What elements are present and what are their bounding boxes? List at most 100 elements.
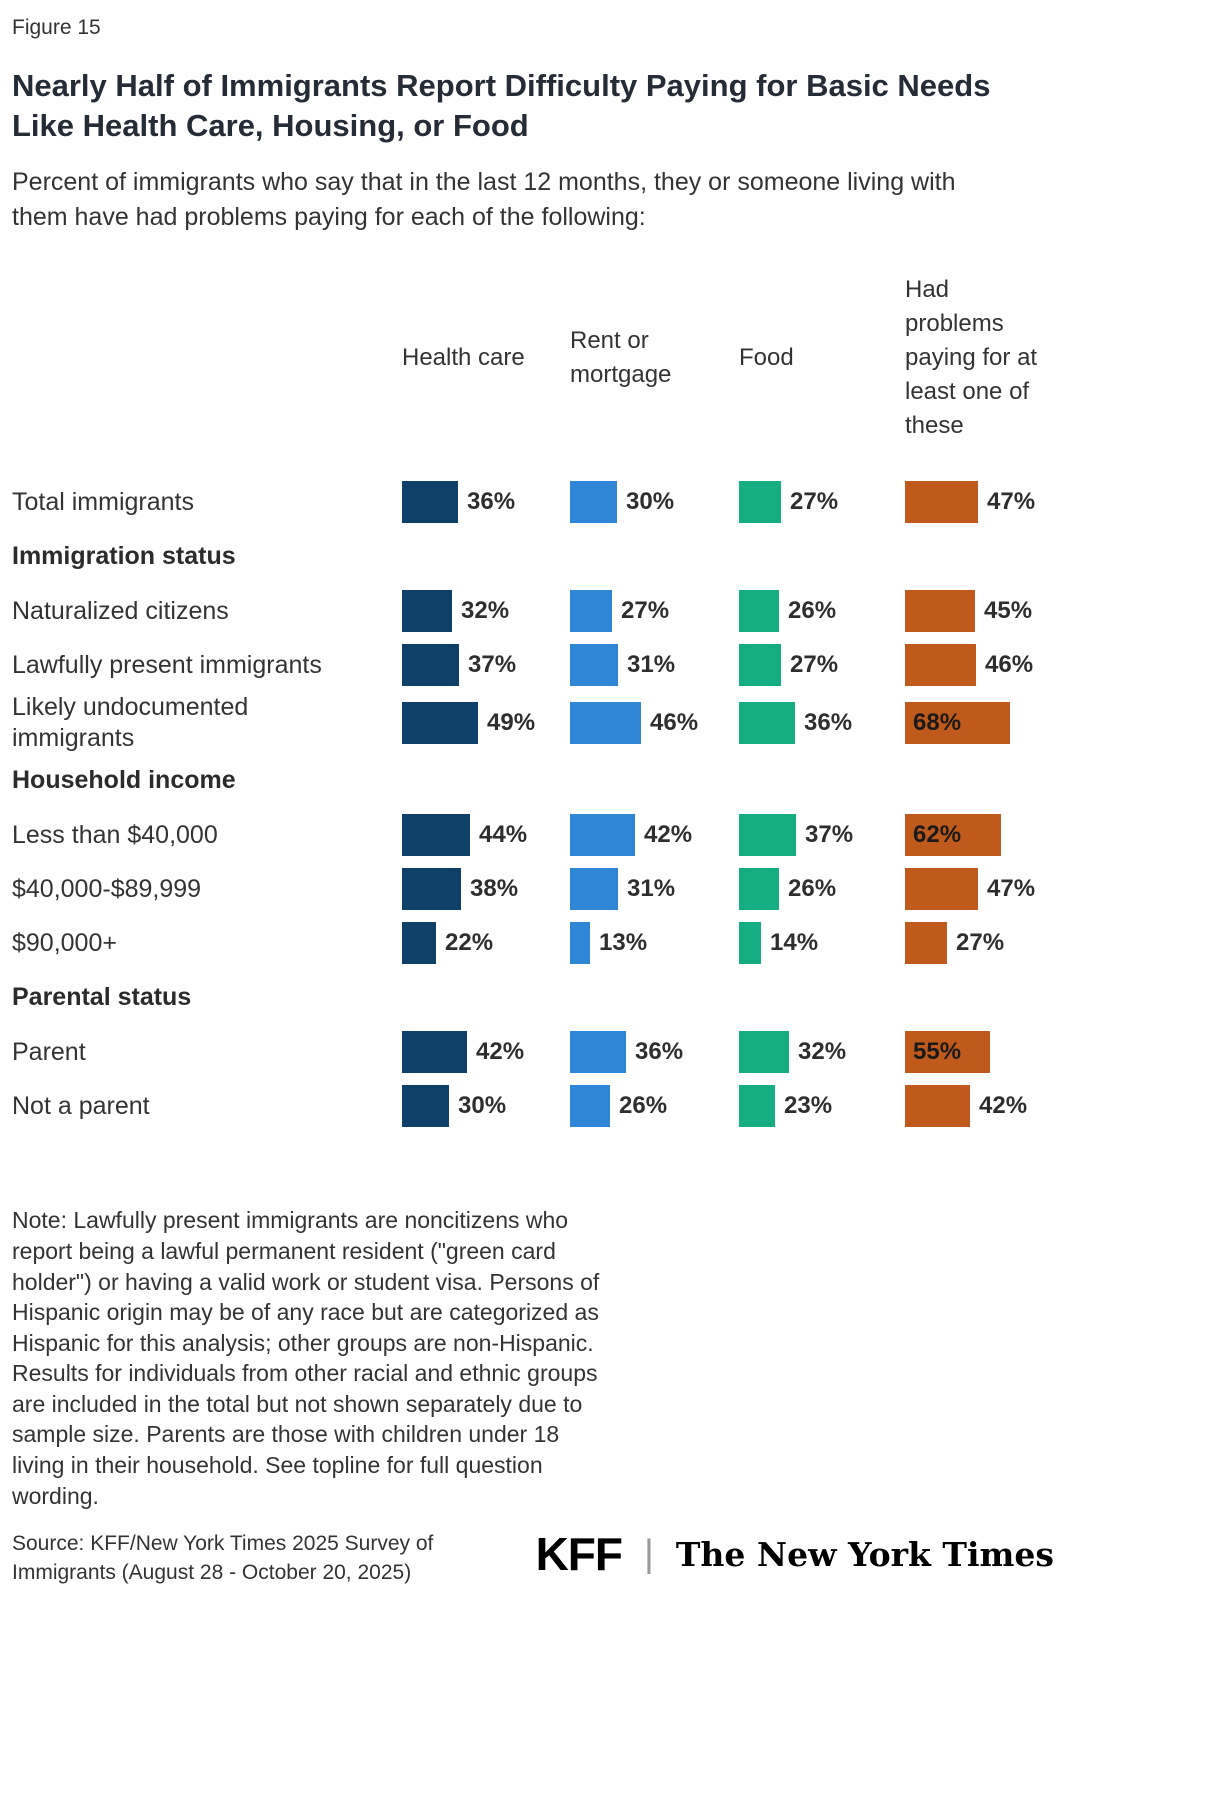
- bar-value-label: 46%: [985, 651, 1034, 679]
- bar-rent-or-mortgage: [570, 590, 612, 633]
- bar-cell: 30%: [402, 1079, 570, 1133]
- bar-cell: 32%: [739, 1025, 905, 1079]
- bar-value-label: 68%: [913, 708, 962, 736]
- bar-value-label: 26%: [619, 1092, 668, 1120]
- chart-row-total-immigrants: Total immigrants 36% 30% 27% 47%: [12, 475, 1204, 529]
- bar-cell: 26%: [739, 584, 905, 638]
- bar-cell: 42%: [905, 1079, 1220, 1133]
- bar-cell: 31%: [570, 862, 739, 916]
- bar-chart: Health care Rent or mortgage Food Had probl…: [12, 240, 1204, 1133]
- column-header-row: Health care Rent or mortgage Food Had probl…: [12, 240, 1204, 475]
- bar-cell: 27%: [570, 584, 739, 638]
- bar-value-label: 31%: [627, 875, 676, 903]
- bar-had-problems-paying-for-at-least-one-of-these: [905, 590, 975, 633]
- bar-cell: 22%: [402, 916, 570, 970]
- bar-value-label: 27%: [956, 929, 1005, 957]
- bar-had-problems-paying-for-at-least-one-of-these: [905, 481, 978, 524]
- section-header-parental-status: Parental status: [12, 983, 192, 1012]
- row-label: Likely undocumented immigrants: [12, 693, 249, 752]
- footer: Source: KFF/New York Times 2025 Survey o…: [12, 1527, 1204, 1587]
- bar-cell: 37%: [739, 808, 905, 862]
- chart-row-40-000-89-999: $40,000-$89,999 38% 31% 26% 47%: [12, 862, 1204, 916]
- bar-had-problems-paying-for-at-least-one-of-these: [905, 644, 976, 687]
- note-text: Note: Lawfully present immigrants are no…: [12, 1207, 600, 1509]
- bar-food: [739, 481, 781, 524]
- column-header-rent-or-mortgage: Rent or mortgage: [570, 326, 672, 388]
- bar-cell: 31%: [570, 638, 739, 692]
- bar-value-label: 47%: [987, 875, 1036, 903]
- bar-rent-or-mortgage: [570, 1031, 626, 1074]
- bar-cell: 42%: [402, 1025, 570, 1079]
- bar-value-label: 42%: [644, 821, 693, 849]
- bar-food: [739, 814, 796, 857]
- bar-rent-or-mortgage: [570, 701, 641, 744]
- bar-cell: 55%: [905, 1025, 1220, 1079]
- bar-value-label: 44%: [479, 821, 528, 849]
- bar-value-label: 42%: [979, 1092, 1028, 1120]
- row-label: $40,000-$89,999: [12, 875, 202, 904]
- bar-value-label: 55%: [913, 1038, 962, 1066]
- bar-cell: 44%: [402, 808, 570, 862]
- bar-health-care: [402, 481, 458, 524]
- section-header-household-income: Household income: [12, 766, 236, 795]
- kff-logo: KFF: [535, 1528, 623, 1581]
- bar-had-problems-paying-for-at-least-one-of-these: [905, 868, 978, 911]
- bar-value-label: 46%: [650, 708, 699, 736]
- bar-value-label: 30%: [458, 1092, 507, 1120]
- bar-rent-or-mortgage: [570, 868, 618, 911]
- bar-health-care: [402, 590, 452, 633]
- bar-value-label: 42%: [476, 1038, 525, 1066]
- logo-divider: |: [644, 1532, 654, 1575]
- bar-value-label: 26%: [788, 875, 837, 903]
- bar-cell: 47%: [905, 475, 1220, 529]
- bar-had-problems-paying-for-at-least-one-of-these: 55%: [905, 1031, 990, 1074]
- bar-value-label: 38%: [470, 875, 519, 903]
- bar-cell: 36%: [739, 696, 905, 750]
- section-header-immigration-status: Immigration status: [12, 542, 236, 571]
- row-label: Naturalized citizens: [12, 597, 229, 626]
- bar-value-label: 36%: [804, 708, 853, 736]
- bar-cell: 26%: [570, 1079, 739, 1133]
- bar-value-label: 32%: [461, 597, 510, 625]
- bar-food: [739, 701, 795, 744]
- bar-value-label: 49%: [487, 708, 536, 736]
- bar-value-label: 27%: [621, 597, 670, 625]
- bar-value-label: 26%: [788, 597, 837, 625]
- bar-food: [739, 1031, 789, 1074]
- bar-value-label: 37%: [468, 651, 517, 679]
- bar-cell: 23%: [739, 1079, 905, 1133]
- column-header-had-problems-paying-for-at-least-one-of-these: Had problems paying for at least one of …: [905, 275, 1038, 439]
- bar-health-care: [402, 868, 461, 911]
- bar-value-label: 32%: [798, 1038, 847, 1066]
- bar-food: [739, 868, 779, 911]
- bar-rent-or-mortgage: [570, 1085, 610, 1128]
- row-label: Not a parent: [12, 1092, 150, 1121]
- bar-food: [739, 922, 761, 965]
- chart-row-lawfully-present-immigrants: Lawfully present immigrants 37% 31% 27% 46%: [12, 638, 1204, 692]
- bar-food: [739, 590, 779, 633]
- bar-cell: 30%: [570, 475, 739, 529]
- bar-value-label: 27%: [790, 488, 839, 516]
- bar-value-label: 47%: [987, 488, 1036, 516]
- bar-rent-or-mortgage: [570, 644, 618, 687]
- bar-value-label: 13%: [599, 929, 648, 957]
- chart-row-parent: Parent 42% 36% 32% 55%: [12, 1025, 1204, 1079]
- bar-had-problems-paying-for-at-least-one-of-these: 62%: [905, 814, 1001, 857]
- bar-value-label: 45%: [984, 597, 1033, 625]
- bar-cell: 14%: [739, 916, 905, 970]
- bar-food: [739, 1085, 775, 1128]
- bar-cell: 49%: [402, 696, 570, 750]
- figure-label: Figure 15: [12, 16, 101, 39]
- bar-cell: 62%: [905, 808, 1220, 862]
- bar-value-label: 14%: [770, 929, 819, 957]
- chart-row-not-a-parent: Not a parent 30% 26% 23% 42%: [12, 1079, 1204, 1133]
- bar-value-label: 36%: [467, 488, 516, 516]
- bar-cell: 37%: [402, 638, 570, 692]
- bar-had-problems-paying-for-at-least-one-of-these: [905, 1085, 970, 1128]
- bar-value-label: 22%: [445, 929, 494, 957]
- bar-value-label: 62%: [913, 821, 962, 849]
- chart-title: Nearly Half of Immigrants Report Difficu…: [12, 68, 991, 143]
- bar-value-label: 37%: [805, 821, 854, 849]
- bar-cell: 36%: [402, 475, 570, 529]
- chart-row-90-000: $90,000+ 22% 13% 14% 27%: [12, 916, 1204, 970]
